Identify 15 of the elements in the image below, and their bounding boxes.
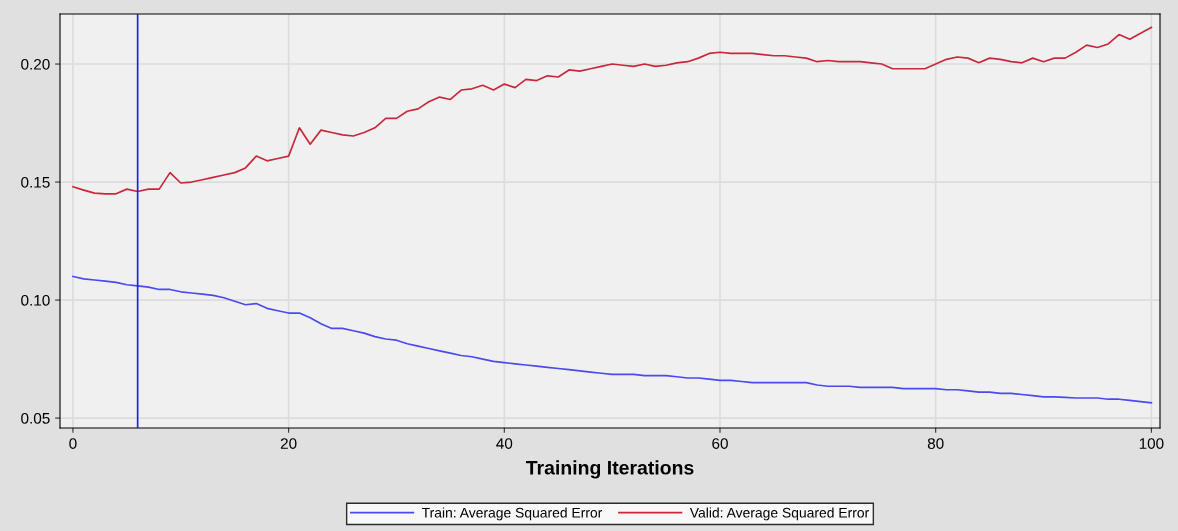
x-tick-label: 100 [1139, 438, 1164, 449]
y-tick-label: 0.05 [21, 412, 50, 424]
y-tick-label: 0.10 [21, 294, 50, 306]
x-axis-title: Training Iterations [525, 460, 694, 479]
legend-label: Valid: Average Squared Error [689, 507, 869, 521]
line-series [72, 275, 1153, 404]
x-tick-label: 60 [712, 438, 728, 449]
line-series [72, 26, 1153, 195]
x-tick-label: 80 [927, 438, 944, 449]
x-tick-label: 20 [280, 438, 297, 449]
y-tick-label: 0.15 [21, 176, 50, 188]
legend-label: Train: Average Squared Error [421, 507, 603, 521]
x-tick-label: 40 [496, 438, 513, 449]
x-tick-label: 0 [69, 438, 77, 449]
y-tick-label: 0.20 [21, 58, 50, 70]
